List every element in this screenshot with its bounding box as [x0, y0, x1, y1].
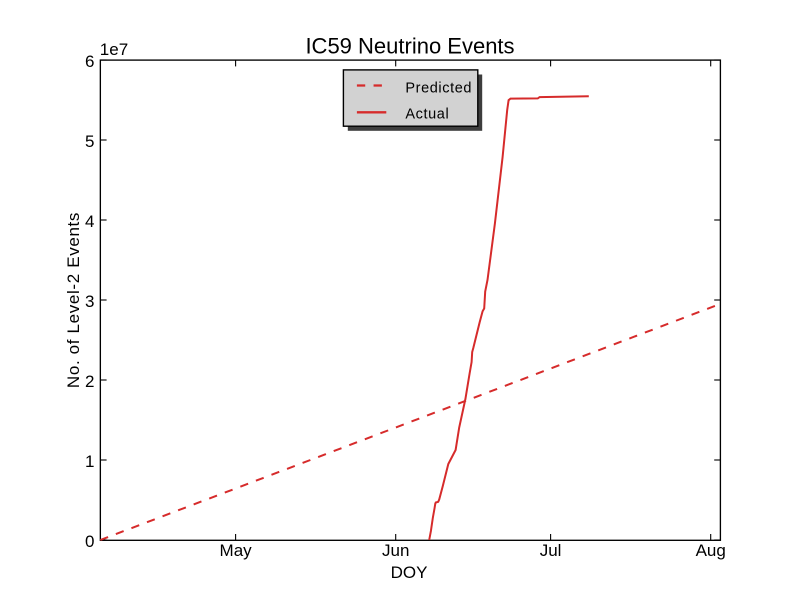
svg-text:Predicted: Predicted: [405, 80, 472, 96]
svg-text:Actual: Actual: [405, 107, 449, 123]
svg-text:Aug: Aug: [696, 541, 726, 560]
svg-text:3: 3: [85, 292, 94, 311]
svg-text:No. of Level-2 Events: No. of Level-2 Events: [64, 212, 83, 388]
svg-text:1: 1: [85, 452, 94, 471]
svg-text:1e7: 1e7: [100, 40, 128, 59]
svg-text:May: May: [220, 541, 253, 560]
svg-text:IC59 Neutrino Events: IC59 Neutrino Events: [305, 34, 514, 59]
svg-text:2: 2: [85, 372, 94, 391]
svg-text:Jun: Jun: [382, 541, 409, 560]
svg-text:0: 0: [85, 532, 94, 551]
svg-text:5: 5: [85, 132, 94, 151]
svg-text:6: 6: [85, 52, 94, 71]
svg-text:DOY: DOY: [391, 563, 428, 582]
svg-text:4: 4: [85, 212, 94, 231]
svg-text:Jul: Jul: [540, 541, 562, 560]
